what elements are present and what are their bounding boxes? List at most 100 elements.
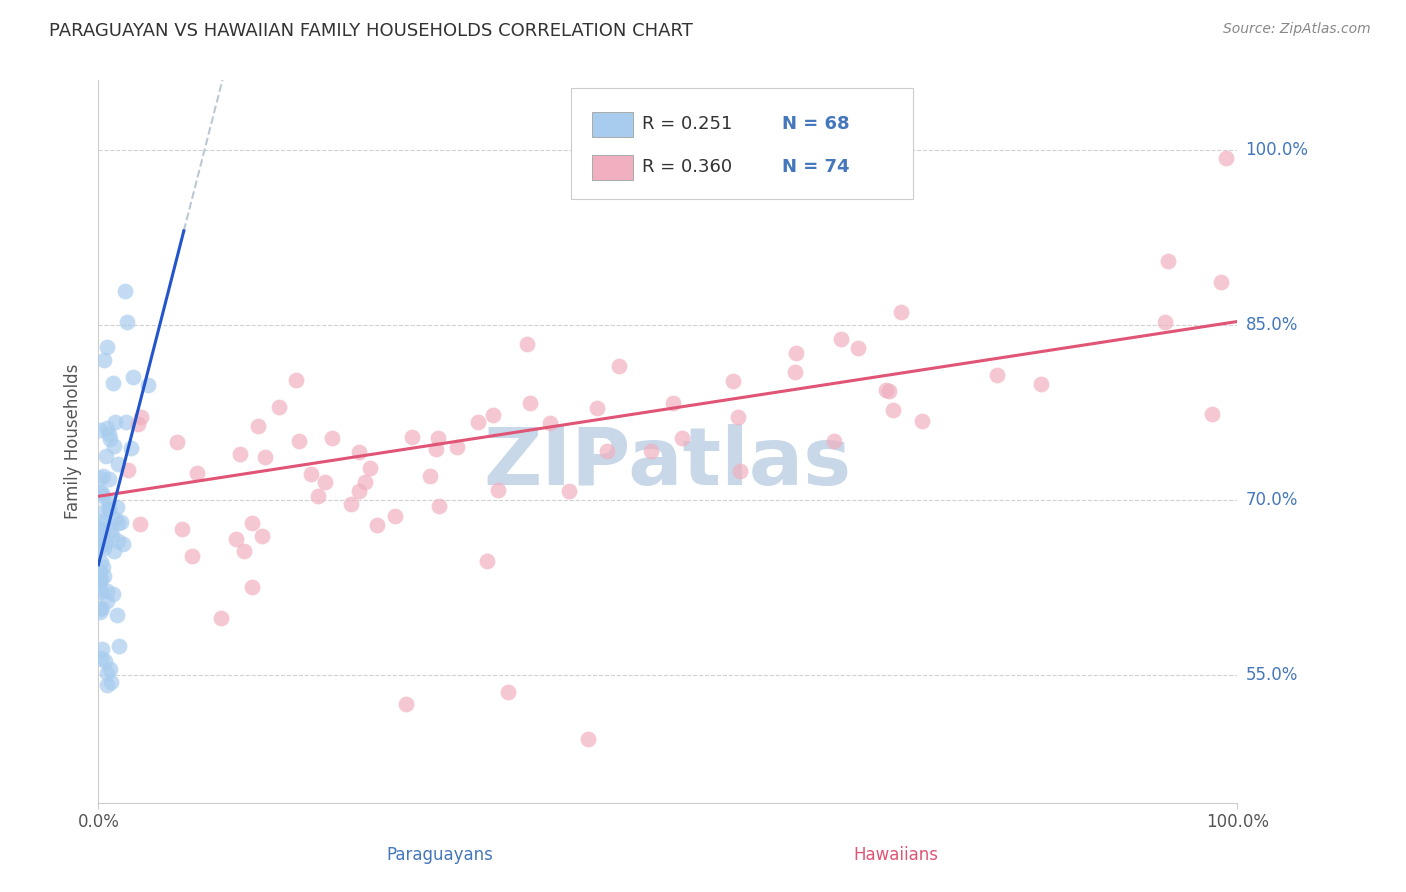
- Point: [94, 535, 117, 549]
- Point: [253, 450, 276, 464]
- Point: [425, 442, 447, 456]
- Point: [96, 665, 118, 680]
- Point: [247, 418, 270, 433]
- Point: [98, 662, 121, 676]
- Point: [728, 464, 751, 478]
- Point: [395, 697, 418, 711]
- Text: R = 0.360: R = 0.360: [641, 158, 731, 176]
- Point: [97, 426, 120, 441]
- Point: [89, 514, 111, 528]
- Point: [107, 516, 129, 530]
- Text: Hawaiians: Hawaiians: [853, 847, 938, 864]
- Point: [98, 523, 121, 537]
- Point: [89, 471, 111, 485]
- Point: [91, 533, 114, 547]
- Point: [89, 485, 111, 500]
- Point: [340, 497, 363, 511]
- Point: [723, 374, 745, 388]
- Point: [129, 410, 152, 425]
- Point: [285, 373, 308, 387]
- Point: [107, 457, 129, 471]
- Point: [307, 489, 329, 503]
- Point: [120, 441, 142, 455]
- Point: [90, 572, 112, 586]
- Point: [877, 384, 900, 398]
- Point: [101, 587, 124, 601]
- Point: [498, 685, 520, 699]
- Point: [96, 449, 118, 463]
- Point: [446, 440, 468, 454]
- Point: [93, 352, 115, 367]
- Point: [242, 516, 264, 531]
- Point: [727, 410, 749, 425]
- Point: [114, 284, 136, 298]
- Point: [103, 439, 125, 453]
- Point: [366, 517, 388, 532]
- Point: [96, 421, 118, 435]
- Point: [89, 601, 111, 615]
- Point: [321, 431, 343, 445]
- Point: [89, 564, 111, 578]
- Point: [314, 475, 336, 490]
- Point: [117, 463, 139, 477]
- Point: [349, 445, 371, 459]
- Point: [89, 573, 111, 587]
- Point: [97, 501, 120, 516]
- Point: [107, 639, 129, 653]
- Point: [103, 544, 125, 558]
- Point: [115, 314, 138, 328]
- Point: [299, 467, 322, 482]
- FancyBboxPatch shape: [592, 112, 633, 136]
- Point: [427, 499, 450, 513]
- Point: [225, 532, 247, 546]
- Point: [486, 483, 509, 498]
- Point: [105, 500, 128, 514]
- Point: [349, 484, 371, 499]
- Point: [475, 554, 498, 568]
- Point: [785, 345, 807, 359]
- Point: [1154, 315, 1177, 329]
- Point: [107, 534, 129, 549]
- Text: Paraguayans: Paraguayans: [387, 847, 494, 864]
- Point: [384, 509, 406, 524]
- Point: [482, 409, 505, 423]
- Point: [93, 559, 115, 574]
- Point: [640, 443, 662, 458]
- Point: [419, 468, 441, 483]
- Point: [882, 402, 904, 417]
- Point: [609, 359, 631, 374]
- Text: 100.0%: 100.0%: [1246, 141, 1309, 159]
- Text: Source: ZipAtlas.com: Source: ZipAtlas.com: [1223, 22, 1371, 37]
- Point: [114, 415, 136, 429]
- Point: [401, 430, 423, 444]
- Text: R = 0.251: R = 0.251: [641, 115, 733, 133]
- Point: [875, 383, 897, 397]
- Point: [100, 432, 122, 446]
- Point: [576, 731, 599, 746]
- Point: [232, 543, 254, 558]
- Point: [91, 489, 114, 503]
- Point: [91, 469, 114, 483]
- Point: [89, 524, 111, 539]
- FancyBboxPatch shape: [571, 87, 912, 200]
- Point: [97, 495, 120, 509]
- Point: [101, 376, 124, 391]
- Point: [252, 529, 274, 543]
- Point: [1201, 407, 1223, 421]
- Point: [96, 340, 118, 354]
- Point: [228, 446, 250, 460]
- Point: [586, 401, 609, 415]
- Point: [1215, 152, 1237, 166]
- Point: [89, 605, 111, 619]
- Y-axis label: Family Households: Family Households: [65, 364, 83, 519]
- Point: [89, 540, 111, 554]
- Point: [111, 536, 134, 550]
- Point: [129, 517, 152, 532]
- Point: [426, 431, 449, 445]
- Point: [127, 417, 149, 432]
- Point: [96, 594, 118, 608]
- Point: [671, 431, 693, 445]
- Point: [166, 435, 188, 450]
- Point: [354, 475, 377, 489]
- Point: [209, 611, 232, 625]
